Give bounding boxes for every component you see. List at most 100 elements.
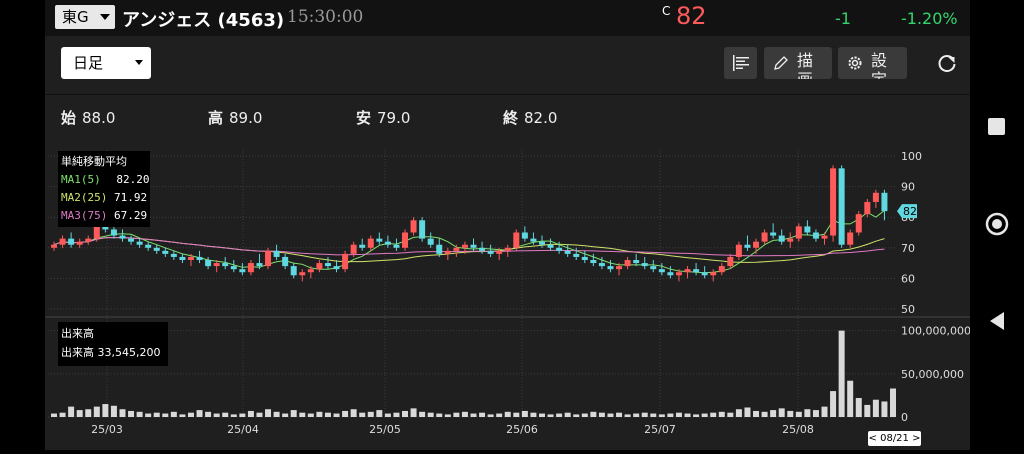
market-select[interactable]: 東G [55,5,115,29]
candle [693,263,699,275]
candle [753,239,759,254]
back-icon[interactable] [990,312,1004,330]
volume-bar [590,412,596,417]
candle-body [128,239,134,242]
candle [813,229,819,241]
candle-body [659,269,665,272]
ohlc-high: 高 89.0 [208,107,262,128]
volume-bar [137,412,143,417]
date-tick-label: 25/03 [91,423,123,436]
low-value: 79.0 [377,109,410,127]
volume-bar [462,412,468,417]
ohlc-close: 終 82.0 [503,107,557,128]
indicator-list-button[interactable] [724,47,757,79]
candle [839,165,845,248]
volume-bar [393,413,399,417]
candle [744,236,750,251]
candle-body [565,251,571,254]
low-label: 安 [356,109,371,127]
candle [205,257,211,269]
candle-body [154,248,160,251]
volume-bar [171,412,177,417]
candle [402,229,408,250]
volume-bar [667,414,673,417]
candle [804,220,810,235]
open-value: 88.0 [82,109,115,127]
candle-body [376,239,382,242]
ma3-row: MA3(75) 67.29 [61,209,147,222]
caret-down-icon [135,60,143,65]
ma1-value: 82.20 [116,173,149,186]
volume-bar [676,413,682,417]
candle-body [770,233,776,236]
candle [779,229,785,244]
volume-bar [239,414,245,417]
period-select[interactable]: 日足 [61,47,151,79]
candle-body [60,239,66,245]
candle [419,217,425,241]
candle [119,229,125,241]
volume-bar [256,413,262,417]
draw-label: 描画 [797,51,825,79]
candle-body [256,263,262,266]
candle-body [667,272,673,275]
candle [359,239,365,251]
candlestick-chart[interactable]: 1009080706050100,000,00050,000,000025/03… [45,145,970,450]
candle-body [548,245,554,248]
candle-body [796,226,802,238]
volume-row: 出来高 33,545,200 [61,344,160,360]
settings-button[interactable]: 設定 [838,47,907,79]
volume-bar [864,405,870,417]
candle [154,245,160,254]
candle-body [633,260,639,263]
candle-body [308,269,314,272]
volume-bar [51,414,57,417]
candle [633,254,639,266]
volume-bar [282,414,288,417]
ma3-line [54,238,884,256]
volume-bar [847,381,853,417]
draw-button[interactable]: 描画 [764,47,832,79]
recents-icon[interactable] [988,118,1005,135]
volume-bar [642,413,648,417]
candle-body [291,266,297,275]
candle [642,257,648,269]
period-label: 日足 [73,54,103,72]
volume-bar [77,410,83,417]
candle-body [239,269,245,272]
candle [334,260,340,272]
candle [171,251,177,260]
candle-body [762,233,768,242]
candle [274,245,280,260]
candle [856,211,862,235]
volume-bar [770,410,776,417]
current-price: 82 [676,2,707,30]
candle-body [248,263,254,272]
ma-legend-title: 単純移動平均 [61,153,127,169]
home-icon[interactable] [987,214,1007,234]
candle-body [753,242,759,248]
candle [197,251,203,263]
price-tick-label: 90 [901,181,915,194]
candle-body [573,254,579,257]
refresh-icon[interactable] [935,51,959,75]
volume-bar [368,412,374,417]
date-tick-label: 25/07 [644,423,676,436]
candle-body [744,245,750,248]
candle [488,245,494,257]
candle [299,269,305,281]
candle [625,257,631,269]
volume-bar [890,389,896,418]
ma3-value: 67.29 [114,209,147,222]
volume-bar [265,409,271,417]
candle-body [419,220,425,238]
high-value: 89.0 [229,109,262,127]
volume-bar [753,411,759,417]
candle-body [847,233,853,245]
volume-bar [205,412,211,417]
volume-bar [744,408,750,418]
caret-down-icon [100,14,110,20]
candle [702,266,708,278]
volume-bar [376,410,382,417]
volume-bar [453,413,459,417]
